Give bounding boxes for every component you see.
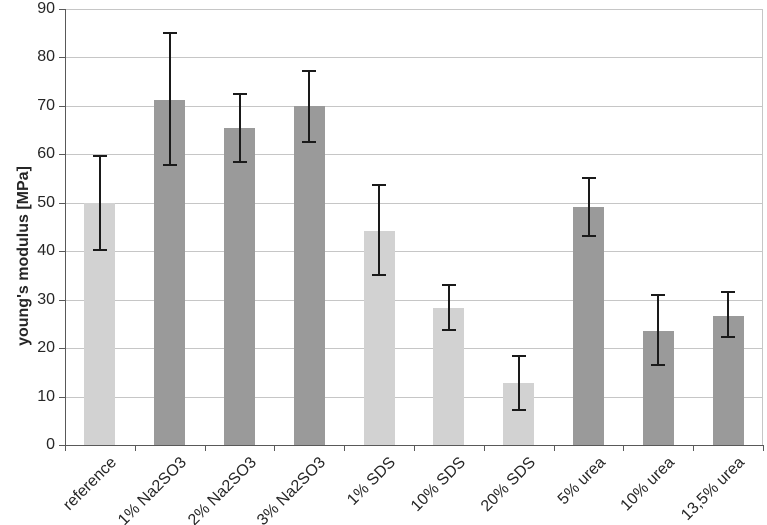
gridline-y80 bbox=[65, 57, 763, 59]
x-tick-7 bbox=[553, 446, 555, 451]
x-tick-5 bbox=[414, 446, 415, 451]
x-tick-4 bbox=[344, 446, 346, 451]
error-bar-cap-bottom bbox=[92, 249, 107, 252]
error-bar-cap-bottom bbox=[372, 274, 387, 277]
x-tick-6 bbox=[483, 446, 485, 451]
y-tick-label-90: 90 bbox=[37, 0, 55, 17]
y-tick-40 bbox=[59, 251, 65, 253]
y-tick-80 bbox=[59, 57, 65, 59]
gridline-y50 bbox=[65, 202, 763, 204]
error-bar-cap-top bbox=[92, 155, 107, 158]
x-tick-0 bbox=[65, 446, 66, 451]
y-tick-label-60: 60 bbox=[37, 145, 55, 163]
error-bar-line bbox=[517, 355, 520, 412]
bar-2-na2so3 bbox=[224, 128, 255, 445]
y-tick-label-40: 40 bbox=[37, 242, 55, 260]
x-tick-3 bbox=[274, 446, 276, 451]
error-bar-cap-bottom bbox=[581, 234, 596, 237]
error-bar-cap-top bbox=[232, 93, 247, 96]
error-bar-cap-bottom bbox=[302, 140, 317, 143]
gridline-y60 bbox=[65, 154, 763, 156]
error-bar-cap-top bbox=[511, 355, 526, 358]
y-tick-label-70: 70 bbox=[37, 96, 55, 114]
gridline-y90 bbox=[65, 9, 763, 10]
error-bar-line bbox=[657, 294, 660, 366]
error-bar-cap-top bbox=[651, 294, 666, 297]
x-category-label: reference bbox=[60, 454, 120, 514]
error-bar-cap-bottom bbox=[162, 163, 177, 166]
x-tick-9 bbox=[693, 446, 695, 451]
error-bar-cap-top bbox=[302, 69, 317, 72]
x-tick-2 bbox=[204, 446, 206, 451]
bar-3-na2so3 bbox=[293, 105, 325, 445]
y-tick-label-10: 10 bbox=[37, 387, 55, 405]
error-bar-line bbox=[308, 69, 311, 143]
y-tick-label-50: 50 bbox=[37, 193, 55, 211]
y-tick-90 bbox=[59, 9, 65, 10]
plot-area bbox=[65, 9, 763, 445]
y-tick-70 bbox=[59, 105, 65, 107]
error-bar-cap-bottom bbox=[232, 161, 247, 164]
error-bar-cap-top bbox=[162, 32, 177, 35]
bar-10-sds bbox=[433, 307, 465, 445]
gridline-y70 bbox=[65, 105, 763, 107]
error-bar-cap-bottom bbox=[511, 409, 526, 412]
y-tick-30 bbox=[59, 299, 65, 301]
y-tick-label-20: 20 bbox=[37, 339, 55, 357]
error-bar-line bbox=[98, 155, 101, 252]
error-bar-cap-bottom bbox=[651, 363, 666, 366]
error-bar-line bbox=[378, 183, 381, 277]
error-bar-line bbox=[168, 32, 171, 166]
error-bar-cap-top bbox=[721, 291, 736, 294]
y-tick-0 bbox=[59, 445, 65, 446]
error-bar-cap-bottom bbox=[441, 328, 456, 331]
error-bar-cap-bottom bbox=[721, 336, 736, 339]
error-bar-cap-top bbox=[372, 183, 387, 186]
gridline-y30 bbox=[65, 299, 763, 301]
gridline-y10 bbox=[65, 396, 763, 398]
gridline-y20 bbox=[65, 348, 763, 350]
error-bar-line bbox=[238, 93, 241, 164]
y-tick-50 bbox=[59, 202, 65, 204]
error-bar-line bbox=[447, 283, 450, 331]
bar-5-urea bbox=[573, 207, 604, 445]
y-tick-20 bbox=[59, 348, 65, 350]
y-tick-label-80: 80 bbox=[37, 48, 55, 66]
error-bar-line bbox=[587, 176, 590, 237]
y-axis-line bbox=[65, 9, 66, 445]
y-tick-label-0: 0 bbox=[46, 436, 55, 453]
error-bar-cap-top bbox=[581, 176, 596, 179]
y-tick-10 bbox=[59, 396, 65, 398]
y-tick-label-30: 30 bbox=[37, 290, 55, 308]
gridline-y40 bbox=[65, 251, 763, 253]
error-bar-line bbox=[727, 291, 730, 339]
x-tick-1 bbox=[134, 446, 136, 451]
y-tick-60 bbox=[59, 154, 65, 156]
error-bar-cap-top bbox=[441, 283, 456, 286]
x-tick-8 bbox=[623, 446, 625, 451]
x-tick-10 bbox=[763, 446, 764, 451]
x-axis-line bbox=[65, 445, 764, 446]
plot-right-border bbox=[762, 9, 763, 445]
